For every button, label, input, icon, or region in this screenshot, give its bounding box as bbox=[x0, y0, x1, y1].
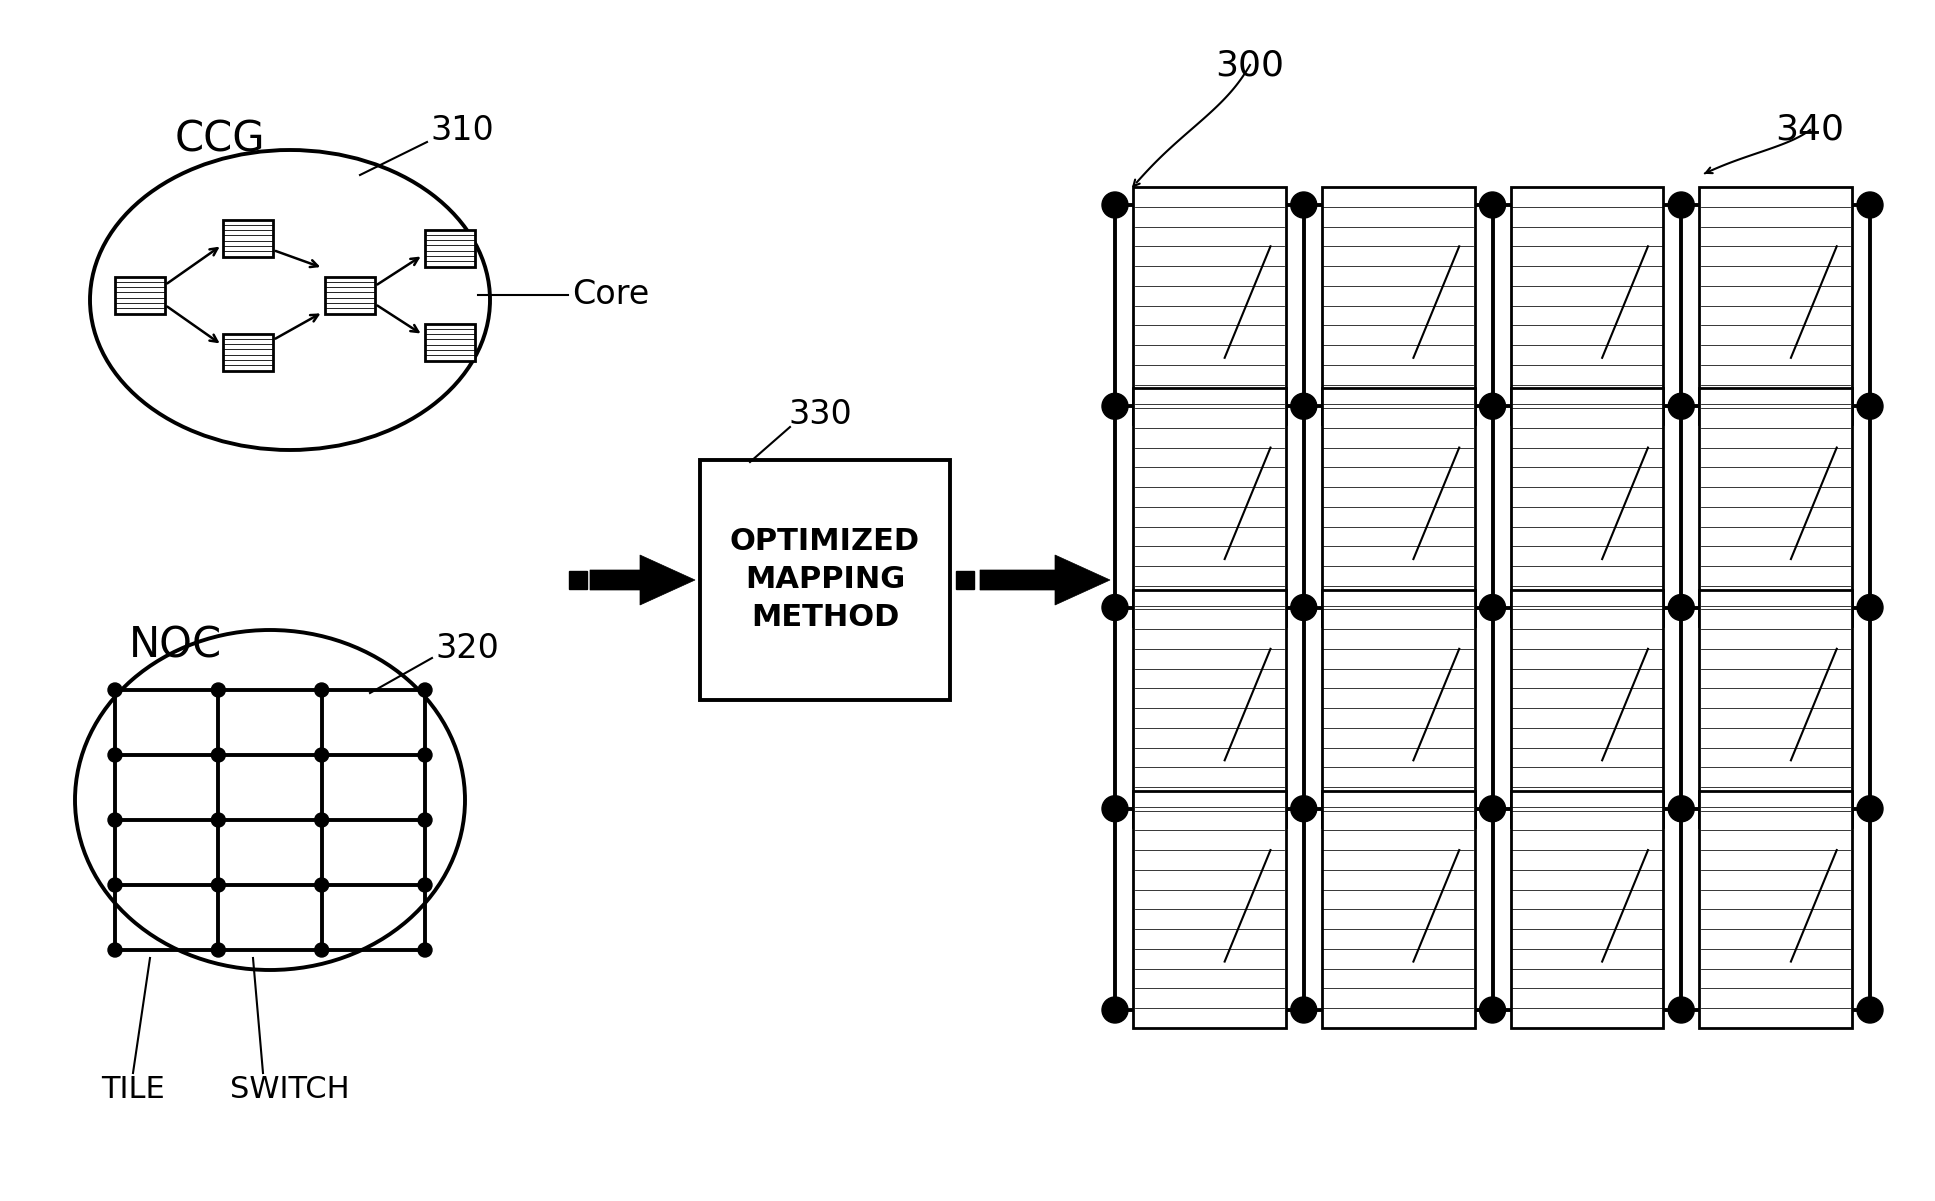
Text: SWITCH: SWITCH bbox=[230, 1076, 350, 1105]
Circle shape bbox=[1103, 594, 1128, 621]
Circle shape bbox=[1858, 594, 1883, 621]
Text: MAPPING: MAPPING bbox=[745, 566, 906, 594]
Circle shape bbox=[211, 748, 224, 761]
Circle shape bbox=[1480, 594, 1505, 621]
Bar bbox=[1699, 187, 1852, 424]
Text: 340: 340 bbox=[1776, 113, 1844, 147]
Circle shape bbox=[1103, 997, 1128, 1023]
Circle shape bbox=[418, 683, 432, 697]
Circle shape bbox=[1291, 997, 1316, 1023]
Ellipse shape bbox=[75, 631, 464, 970]
Circle shape bbox=[1480, 997, 1505, 1023]
Bar bbox=[1134, 590, 1285, 826]
Bar bbox=[1699, 590, 1852, 826]
Circle shape bbox=[1480, 796, 1505, 821]
Bar bbox=[426, 323, 474, 360]
Bar bbox=[325, 276, 375, 313]
Circle shape bbox=[1291, 594, 1316, 621]
Bar bbox=[1511, 790, 1664, 1028]
Circle shape bbox=[1103, 192, 1128, 219]
Circle shape bbox=[1668, 997, 1695, 1023]
Circle shape bbox=[1858, 393, 1883, 419]
Circle shape bbox=[315, 813, 329, 827]
Bar bbox=[1322, 187, 1474, 424]
Bar bbox=[1511, 388, 1664, 626]
Bar bbox=[114, 276, 164, 313]
Bar bbox=[1511, 590, 1664, 826]
Text: METHOD: METHOD bbox=[751, 603, 900, 633]
Circle shape bbox=[1480, 192, 1505, 219]
Circle shape bbox=[108, 878, 122, 892]
Circle shape bbox=[108, 748, 122, 761]
Text: Core: Core bbox=[573, 279, 650, 311]
Bar bbox=[1134, 388, 1285, 626]
Circle shape bbox=[1668, 393, 1695, 419]
Circle shape bbox=[1103, 393, 1128, 419]
Bar bbox=[1134, 187, 1285, 424]
Circle shape bbox=[108, 683, 122, 697]
Circle shape bbox=[1291, 796, 1316, 821]
Text: CCG: CCG bbox=[174, 119, 265, 161]
Bar bbox=[1322, 388, 1474, 626]
Text: OPTIMIZED: OPTIMIZED bbox=[729, 527, 919, 556]
Bar bbox=[1699, 388, 1852, 626]
Circle shape bbox=[418, 748, 432, 761]
Circle shape bbox=[418, 878, 432, 892]
Bar bbox=[223, 334, 273, 370]
Circle shape bbox=[211, 683, 224, 697]
Circle shape bbox=[1858, 997, 1883, 1023]
Polygon shape bbox=[979, 555, 1111, 605]
Circle shape bbox=[1858, 796, 1883, 821]
Bar bbox=[1322, 790, 1474, 1028]
Text: 310: 310 bbox=[430, 114, 493, 147]
Circle shape bbox=[1858, 192, 1883, 219]
Text: 330: 330 bbox=[788, 399, 851, 431]
Circle shape bbox=[211, 878, 224, 892]
Circle shape bbox=[315, 943, 329, 957]
Bar bbox=[569, 570, 586, 588]
Bar bbox=[223, 220, 273, 257]
Circle shape bbox=[315, 878, 329, 892]
Text: 320: 320 bbox=[435, 632, 499, 664]
Circle shape bbox=[1668, 594, 1695, 621]
Circle shape bbox=[211, 943, 224, 957]
Text: NOC: NOC bbox=[128, 625, 223, 667]
Polygon shape bbox=[590, 555, 695, 605]
Circle shape bbox=[1480, 393, 1505, 419]
Bar bbox=[1699, 790, 1852, 1028]
Text: TILE: TILE bbox=[101, 1076, 164, 1105]
Circle shape bbox=[418, 943, 432, 957]
Circle shape bbox=[108, 943, 122, 957]
Bar bbox=[426, 229, 474, 267]
Text: 300: 300 bbox=[1215, 48, 1285, 82]
Circle shape bbox=[211, 813, 224, 827]
Bar bbox=[956, 570, 973, 588]
Circle shape bbox=[108, 813, 122, 827]
Circle shape bbox=[1291, 192, 1316, 219]
Circle shape bbox=[315, 683, 329, 697]
Bar bbox=[1322, 590, 1474, 826]
Bar bbox=[700, 460, 950, 700]
Circle shape bbox=[1668, 796, 1695, 821]
Circle shape bbox=[418, 813, 432, 827]
Circle shape bbox=[1668, 192, 1695, 219]
Bar bbox=[1511, 187, 1664, 424]
Bar bbox=[1134, 790, 1285, 1028]
Circle shape bbox=[1103, 796, 1128, 821]
Circle shape bbox=[1291, 393, 1316, 419]
Ellipse shape bbox=[91, 150, 490, 450]
Circle shape bbox=[315, 748, 329, 761]
